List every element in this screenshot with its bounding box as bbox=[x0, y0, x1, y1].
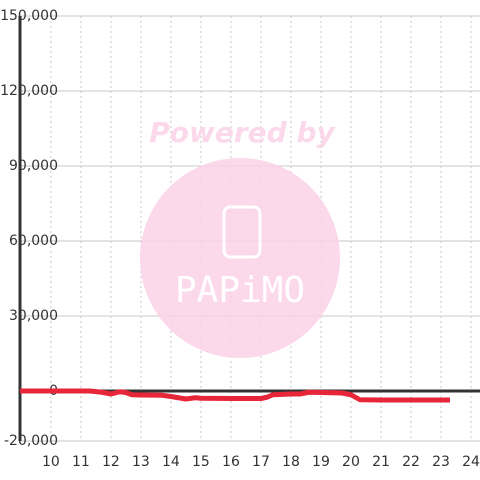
watermark-logo: PAPiMO bbox=[175, 270, 305, 311]
line-series bbox=[20, 388, 450, 403]
y-tick-label: 90,000 bbox=[9, 158, 58, 174]
x-tick-label: 20 bbox=[342, 454, 360, 470]
x-tick-label: 24 bbox=[462, 454, 480, 470]
watermark-text: Powered by bbox=[149, 116, 336, 149]
x-tick-label: 12 bbox=[102, 454, 120, 470]
x-tick-label: 19 bbox=[312, 454, 330, 470]
x-tick-label: 11 bbox=[72, 454, 90, 470]
x-tick-label: 18 bbox=[282, 454, 300, 470]
x-tick-label: 13 bbox=[132, 454, 150, 470]
y-tick-label: 60,000 bbox=[9, 233, 58, 249]
y-tick-label: 150,000 bbox=[0, 8, 58, 24]
grid bbox=[20, 15, 480, 442]
x-tick-label: 10 bbox=[42, 454, 60, 470]
x-tick-label: 23 bbox=[432, 454, 450, 470]
x-tick-label: 15 bbox=[192, 454, 210, 470]
watermark-icon bbox=[222, 205, 262, 259]
x-tick-label: 22 bbox=[402, 454, 420, 470]
x-tick-label: 21 bbox=[372, 454, 390, 470]
x-tick-label: 14 bbox=[162, 454, 180, 470]
watermark: Powered by PAPiMO bbox=[140, 116, 340, 358]
y-tick-label: -20,000 bbox=[4, 433, 58, 449]
y-tick-label: 30,000 bbox=[9, 308, 58, 324]
x-tick-label: 16 bbox=[222, 454, 240, 470]
y-tick-label: 120,000 bbox=[0, 83, 58, 99]
x-tick-label: 17 bbox=[252, 454, 270, 470]
